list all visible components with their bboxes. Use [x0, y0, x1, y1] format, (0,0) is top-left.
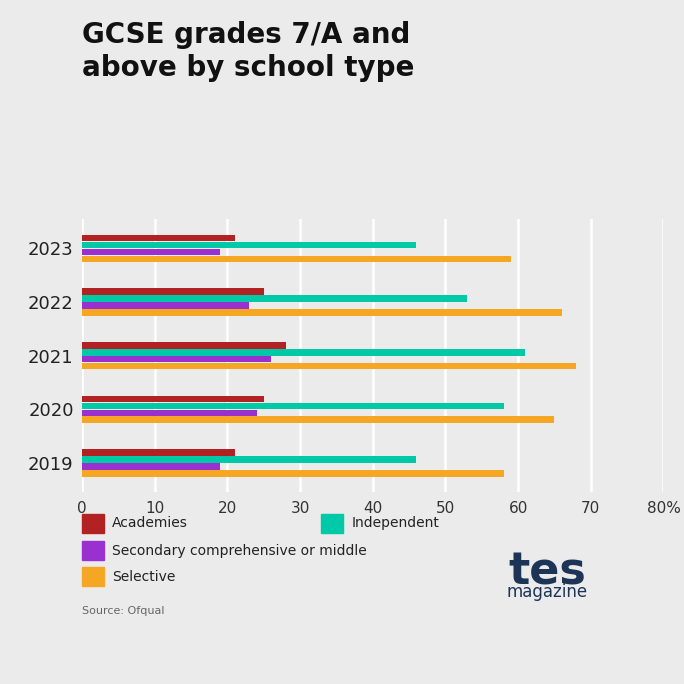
Bar [82, 395, 264, 402]
Text: Selective: Selective [112, 570, 176, 583]
Bar [82, 449, 235, 456]
Text: Independent: Independent [352, 516, 439, 530]
Text: Source: Ofqual: Source: Ofqual [82, 605, 165, 616]
Bar [82, 248, 220, 255]
Bar [82, 309, 562, 316]
Text: GCSE grades 7/A and
above by school type: GCSE grades 7/A and above by school type [82, 21, 415, 82]
Bar [82, 456, 417, 463]
Bar [82, 342, 286, 349]
Bar [82, 349, 525, 356]
Bar [82, 417, 555, 423]
Bar [82, 235, 235, 241]
Text: tes: tes [508, 551, 586, 594]
Bar [82, 402, 503, 409]
Bar [82, 256, 511, 262]
Text: Secondary comprehensive or middle: Secondary comprehensive or middle [112, 544, 367, 557]
Bar [82, 295, 467, 302]
Bar [82, 410, 256, 416]
Bar [82, 356, 271, 363]
Bar [82, 463, 220, 470]
Bar [82, 288, 264, 295]
Bar [82, 302, 249, 309]
Bar [82, 363, 576, 369]
Bar [82, 241, 417, 248]
Text: magazine: magazine [507, 583, 588, 601]
Bar [82, 470, 503, 477]
Text: Academies: Academies [112, 516, 188, 530]
